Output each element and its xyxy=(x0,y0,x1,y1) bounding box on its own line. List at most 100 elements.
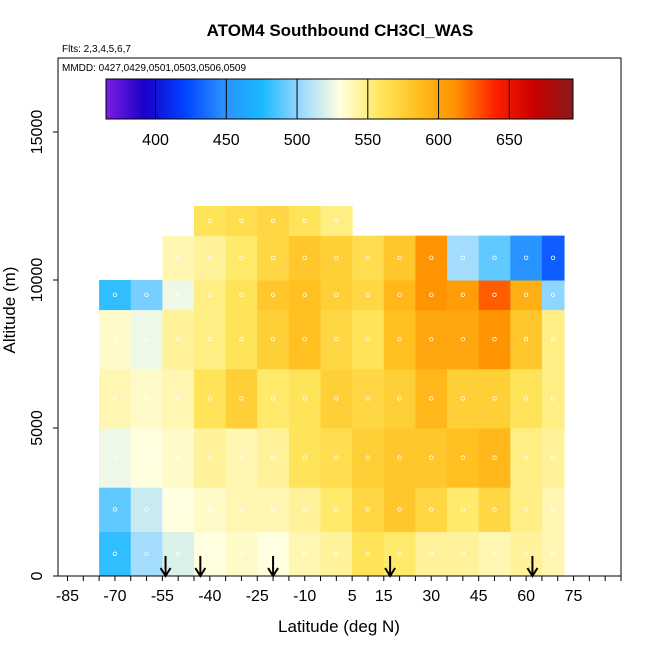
heatmap-cell xyxy=(257,206,290,237)
sample-point xyxy=(239,396,244,401)
sample-point xyxy=(523,255,529,260)
sample-point xyxy=(492,337,497,342)
sample-point xyxy=(429,551,434,556)
sample-point xyxy=(523,396,529,401)
heatmap-cell xyxy=(510,309,543,370)
sample-point xyxy=(175,292,181,297)
heatmap-cell xyxy=(541,280,565,311)
sample-point xyxy=(207,255,213,260)
heatmap-cell xyxy=(510,368,543,429)
sample-point xyxy=(144,455,149,460)
sample-point xyxy=(523,455,529,460)
heatmap-cell xyxy=(447,309,480,370)
x-tick-label: 5 xyxy=(348,588,357,605)
sample-point xyxy=(365,337,371,342)
heatmap-cell xyxy=(288,487,322,533)
heatmap-cell xyxy=(541,309,565,370)
heatmap-cell xyxy=(194,235,227,281)
heatmap-cell xyxy=(320,235,353,281)
sample-point xyxy=(334,337,339,342)
x-tick-label: -85 xyxy=(56,588,79,605)
colorbar-tick-label: 650 xyxy=(496,132,523,149)
colorbar-tick-label: 500 xyxy=(284,132,311,149)
heatmap-cell xyxy=(541,428,565,488)
sample-point xyxy=(175,255,181,260)
heatmap-cell xyxy=(352,487,385,533)
sample-point xyxy=(239,292,244,297)
heatmap-cell xyxy=(130,428,163,488)
heatmap-cell xyxy=(383,280,416,311)
x-tick-label: 45 xyxy=(470,588,488,605)
heatmap-cell xyxy=(447,280,480,311)
heatmap-cell xyxy=(130,368,163,429)
colorbar-tick-label: 400 xyxy=(142,132,169,149)
colorbar-ticks: 400 450 500 550 600 650 xyxy=(142,79,523,149)
sample-point xyxy=(550,255,556,260)
sample-point xyxy=(302,337,307,342)
sample-point xyxy=(270,337,276,342)
sample-point xyxy=(302,396,307,401)
sample-point xyxy=(460,551,466,556)
heatmap-cell xyxy=(194,428,227,488)
sample-point xyxy=(112,337,118,342)
heatmap-cell xyxy=(130,309,163,370)
heatmap-cell xyxy=(541,531,565,576)
sample-point xyxy=(365,396,371,401)
sample-point xyxy=(144,292,149,297)
x-axis-label: Latitude (deg N) xyxy=(278,617,400,636)
heatmap-cell xyxy=(99,428,132,488)
sample-point xyxy=(429,507,434,512)
heatmap-cell xyxy=(383,531,416,576)
sample-point xyxy=(144,396,149,401)
heatmap-cell xyxy=(320,428,353,488)
sample-point xyxy=(270,396,276,401)
sample-point xyxy=(429,337,434,342)
sample-point xyxy=(302,551,307,556)
sample-point xyxy=(239,455,244,460)
heatmap-cell xyxy=(288,368,322,429)
sample-point xyxy=(207,396,213,401)
heatmap-cell xyxy=(352,280,385,311)
sample-point xyxy=(492,292,497,297)
heatmap-cell xyxy=(225,428,258,488)
chart-title: ATOM4 Southbound CH3Cl_WAS xyxy=(207,21,474,40)
sample-point xyxy=(429,396,434,401)
sample-point xyxy=(365,551,371,556)
heatmap-cell xyxy=(162,428,195,488)
plot-area xyxy=(57,57,622,578)
heatmap-cell xyxy=(225,280,258,311)
sample-point xyxy=(365,292,371,297)
x-tick-label: -10 xyxy=(293,588,316,605)
heatmap-cell xyxy=(415,235,448,281)
sample-point xyxy=(429,292,434,297)
heatmap-cell xyxy=(383,487,416,533)
heatmap-cell xyxy=(257,428,290,488)
heatmap-cell xyxy=(320,531,353,576)
x-tick-label: 30 xyxy=(422,588,440,605)
heatmap-cell xyxy=(257,487,290,533)
heatmap-cell xyxy=(288,235,322,281)
heatmap-cell xyxy=(162,487,195,533)
colorbar-tick-label: 450 xyxy=(213,132,240,149)
heatmap-cell xyxy=(415,428,448,488)
heatmap-cell xyxy=(99,280,132,311)
sample-point xyxy=(334,455,339,460)
heatmap-cell xyxy=(383,428,416,488)
heatmap-cell xyxy=(162,531,195,576)
heatmap-cell xyxy=(447,428,480,488)
colorbar-tick-label: 550 xyxy=(354,132,381,149)
heatmap-cell xyxy=(162,309,195,370)
sample-point xyxy=(112,551,118,556)
sample-point xyxy=(112,396,118,401)
heatmap-cell xyxy=(130,487,163,533)
sample-point xyxy=(207,337,213,342)
x-tick-label: -55 xyxy=(151,588,174,605)
heatmap-cell xyxy=(194,531,227,576)
sample-point xyxy=(523,507,529,512)
sample-point xyxy=(112,507,118,512)
sample-point xyxy=(207,551,213,556)
y-axis: 0 5000 10000 15000 xyxy=(29,110,58,580)
sample-point xyxy=(397,455,402,460)
sample-point xyxy=(302,292,307,297)
heatmap-cell xyxy=(257,235,290,281)
